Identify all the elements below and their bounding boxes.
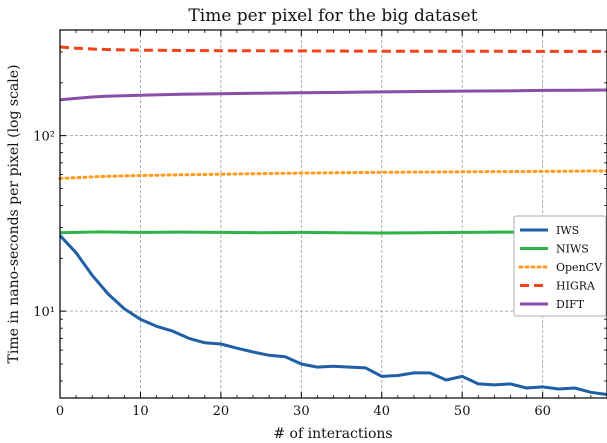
y-tick-label: 10² — [33, 130, 55, 145]
x-axis-label: # of interactions — [273, 426, 392, 442]
chart-title: Time per pixel for the big dataset — [188, 6, 477, 26]
x-tick-label: 30 — [293, 404, 310, 419]
series-line-dift — [59, 88, 607, 102]
x-tick-label: 50 — [454, 404, 471, 419]
x-tick-label: 60 — [534, 404, 551, 419]
x-tick-label: 10 — [132, 404, 149, 419]
legend: IWS NIWS OpenCV HIGRA DIFT — [513, 215, 607, 317]
x-tick-label: 0 — [56, 404, 64, 419]
plot-frame — [59, 29, 607, 399]
axes: 0 10 20 30 40 50 60 10¹ 10² — [33, 29, 607, 419]
series-line-opencv — [58, 169, 607, 180]
series-line-higra — [59, 45, 607, 53]
series-lines — [58, 45, 607, 396]
x-tick-label: 20 — [213, 404, 230, 419]
legend-label-higra: HIGRA — [556, 280, 596, 293]
legend-label-niws: NIWS — [556, 243, 589, 256]
legend-label-opencv: OpenCV — [556, 261, 603, 274]
legend-box — [513, 215, 607, 317]
grid — [60, 30, 607, 398]
x-tick-label: 40 — [373, 404, 390, 419]
legend-label-dift: DIFT — [556, 298, 585, 311]
series-line-iws — [58, 234, 607, 396]
y-axis-label: Time in nano-seconds per pixel (log scal… — [6, 65, 22, 364]
legend-label-iws: IWS — [556, 224, 579, 237]
y-tick-label: 10¹ — [33, 305, 55, 320]
